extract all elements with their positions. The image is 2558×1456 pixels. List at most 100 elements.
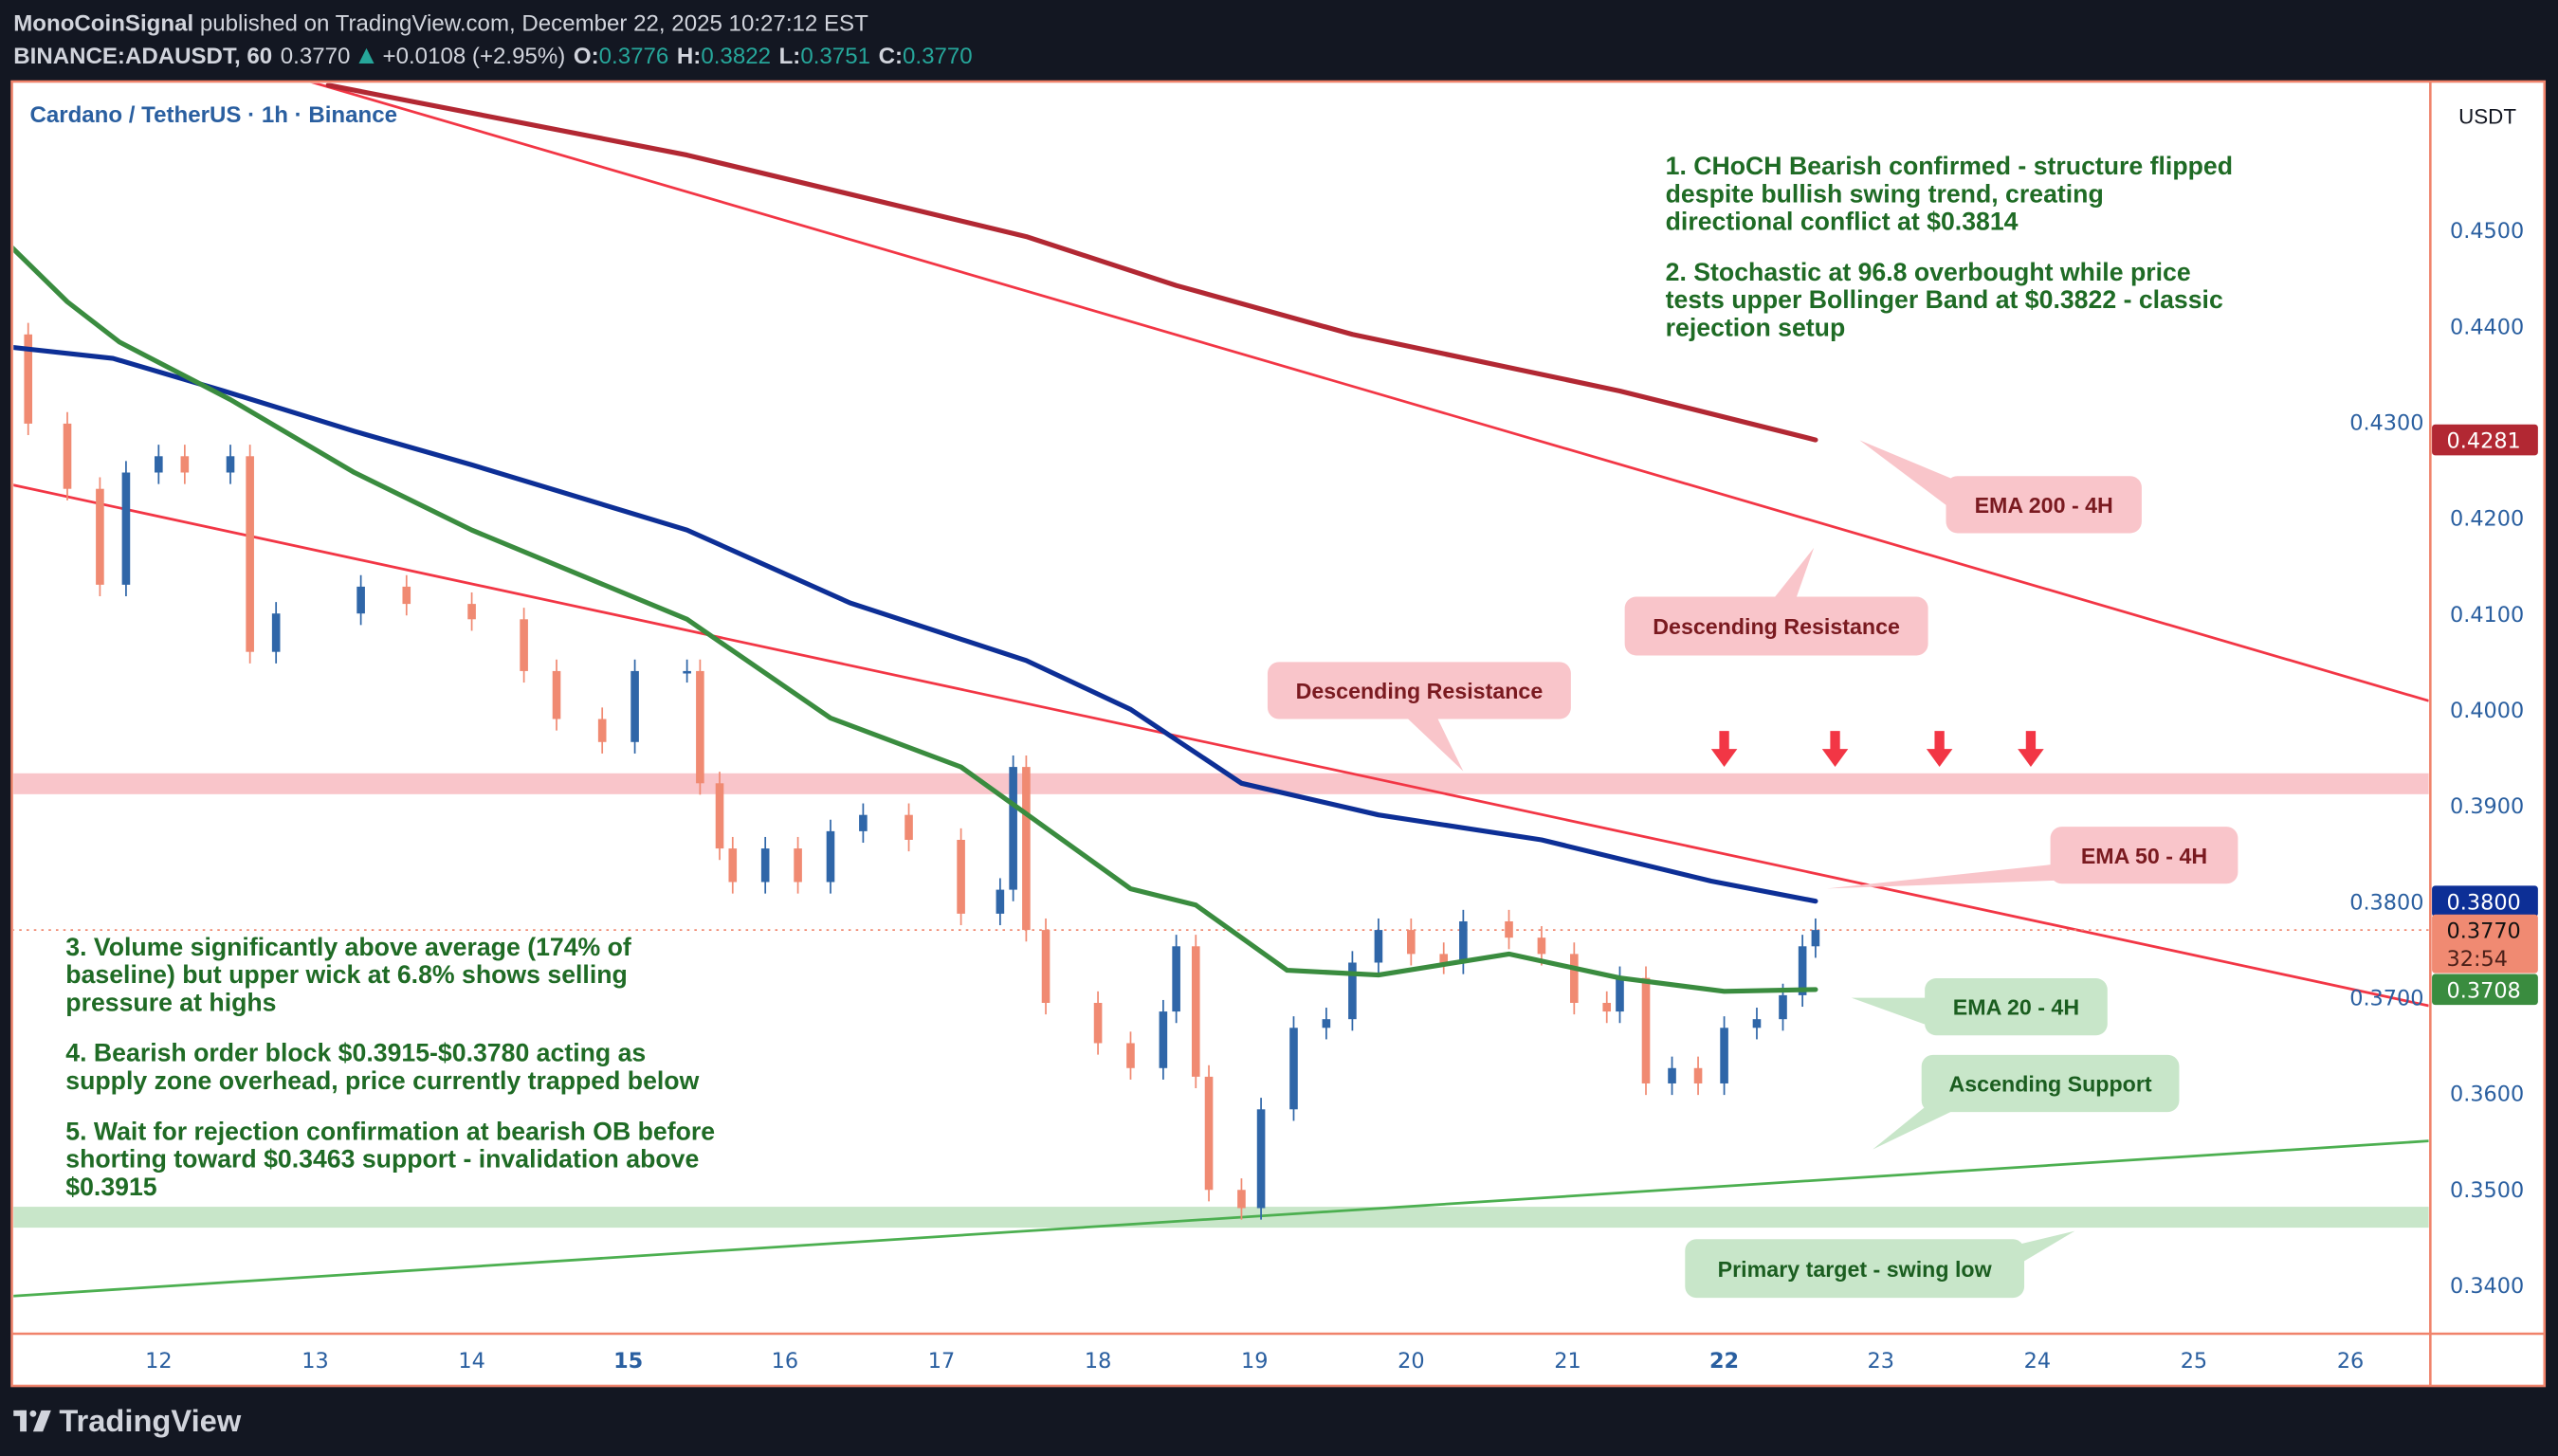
candle[interactable] [683, 659, 691, 683]
candle[interactable] [1505, 909, 1513, 950]
note-line: 5. Wait for rejection confirmation at be… [65, 1117, 715, 1145]
candle[interactable] [1374, 918, 1383, 974]
candle-body [1172, 946, 1180, 1012]
candle[interactable] [1093, 991, 1103, 1055]
callout-label: EMA 50 - 4H [2081, 844, 2207, 868]
candle[interactable] [1256, 1098, 1266, 1220]
arrow-down-icon [1926, 731, 1953, 767]
time-axis[interactable]: 12 13 14 15 16 17 18 19 20 21 22 23 24 25 26 [145, 1349, 2364, 1374]
callout-ema20[interactable]: EMA 20 - 4H [1851, 978, 2108, 1036]
callout-desc-res-1[interactable]: Descending Resistance [1624, 547, 1928, 656]
note-line: shorting toward $0.3463 support - invali… [65, 1145, 699, 1174]
candle[interactable] [1720, 1016, 1728, 1096]
candle[interactable] [271, 602, 281, 664]
candle[interactable] [1752, 1008, 1762, 1040]
author-name[interactable]: MonoCoinSignal [13, 11, 193, 37]
candle-body [1126, 1043, 1135, 1068]
price-tick: 0.4100 [2450, 603, 2524, 628]
candle[interactable] [96, 477, 104, 597]
callout-asc-support[interactable]: Ascending Support [1873, 1054, 2180, 1150]
upper-resistance-line[interactable] [309, 82, 2429, 702]
candle[interactable] [630, 659, 639, 754]
candle-body [467, 604, 476, 620]
candle[interactable] [1602, 991, 1612, 1024]
ema-20-line[interactable] [9, 245, 1818, 994]
date-tick: 14 [458, 1349, 484, 1374]
candle[interactable] [1668, 1056, 1676, 1096]
date-tick: 25 [2181, 1349, 2207, 1374]
candle-body [1798, 946, 1807, 995]
candle[interactable] [24, 322, 33, 436]
candle-body [1256, 1109, 1266, 1209]
candle[interactable] [356, 574, 365, 626]
note-line: 2. Stochastic at 96.8 overbought while p… [1666, 258, 2191, 286]
candle[interactable] [1237, 1178, 1246, 1220]
candle[interactable] [1439, 942, 1449, 974]
candle[interactable] [996, 878, 1005, 926]
candle[interactable] [1172, 935, 1180, 1024]
ema20-price-label-text: 0.3708 [2447, 978, 2521, 1003]
candle[interactable] [904, 803, 913, 852]
candle[interactable] [715, 772, 724, 861]
tradingview-logo[interactable]: TradingView [13, 1403, 242, 1438]
candle[interactable] [552, 659, 561, 731]
candle-body [1570, 954, 1579, 1003]
lower-resistance-line[interactable] [9, 483, 2429, 1008]
candle[interactable] [121, 461, 131, 597]
candle[interactable] [1407, 918, 1416, 966]
candle[interactable] [402, 574, 411, 616]
candle[interactable] [728, 836, 738, 894]
callout-box [1624, 596, 1928, 656]
candle-body [1602, 1002, 1612, 1012]
candle[interactable] [1289, 1016, 1298, 1121]
callout-label: Descending Resistance [1296, 679, 1544, 703]
currency-label[interactable]: USDT [2458, 105, 2516, 129]
candle[interactable] [520, 608, 528, 683]
order-block-zone[interactable] [12, 773, 2431, 794]
candle[interactable] [696, 659, 704, 795]
candle-body [246, 456, 254, 652]
candle[interactable] [467, 592, 476, 631]
candle[interactable] [859, 803, 868, 844]
candle[interactable] [1009, 755, 1017, 901]
candle[interactable] [1126, 1031, 1135, 1080]
candle-body [683, 670, 691, 674]
price-axis[interactable]: 0.4500 0.4400 0.4300 0.4200 0.4100 0.4000 0.39… [2349, 219, 2524, 1299]
candle-body [121, 472, 131, 585]
candle[interactable] [1191, 935, 1200, 1089]
candle[interactable] [155, 445, 163, 484]
callout-box [1925, 978, 2108, 1036]
candle[interactable] [794, 836, 802, 894]
candle[interactable] [1348, 951, 1357, 1031]
candle[interactable] [1641, 966, 1651, 1096]
plot-area[interactable] [5, 82, 2431, 1298]
candle[interactable] [63, 411, 72, 500]
candle[interactable] [1041, 918, 1051, 1015]
note-line: $0.3915 [65, 1173, 157, 1201]
candle[interactable] [1204, 1065, 1214, 1202]
ema-50-line[interactable] [9, 344, 1818, 904]
candle[interactable] [226, 445, 235, 484]
candle[interactable] [1322, 1008, 1331, 1040]
candle[interactable] [1159, 999, 1168, 1080]
candle[interactable] [957, 828, 965, 926]
candle[interactable] [1811, 918, 1820, 958]
candle[interactable] [1693, 1056, 1703, 1096]
candle[interactable] [1798, 935, 1807, 1008]
candle[interactable] [1022, 755, 1031, 942]
callout-target[interactable]: Primary target - swing low [1685, 1230, 2075, 1299]
callout-ema50[interactable]: EMA 50 - 4H [1826, 827, 2238, 889]
candle[interactable] [826, 819, 835, 894]
candle[interactable] [597, 707, 607, 754]
candle-body [1505, 920, 1513, 938]
candle-body [794, 848, 802, 883]
candle[interactable] [246, 445, 254, 664]
ema-200-line[interactable] [325, 82, 1818, 443]
candle[interactable] [760, 836, 770, 894]
symbol-line: BINANCE:ADAUSDT, 60 0.3770 ▲ +0.0108 (+2.95… [13, 40, 972, 69]
callout-ema200[interactable]: EMA 200 - 4H [1859, 440, 2142, 534]
ascending-support-line[interactable] [9, 1139, 2429, 1298]
candle[interactable] [1570, 942, 1579, 1015]
candle[interactable] [180, 445, 190, 484]
